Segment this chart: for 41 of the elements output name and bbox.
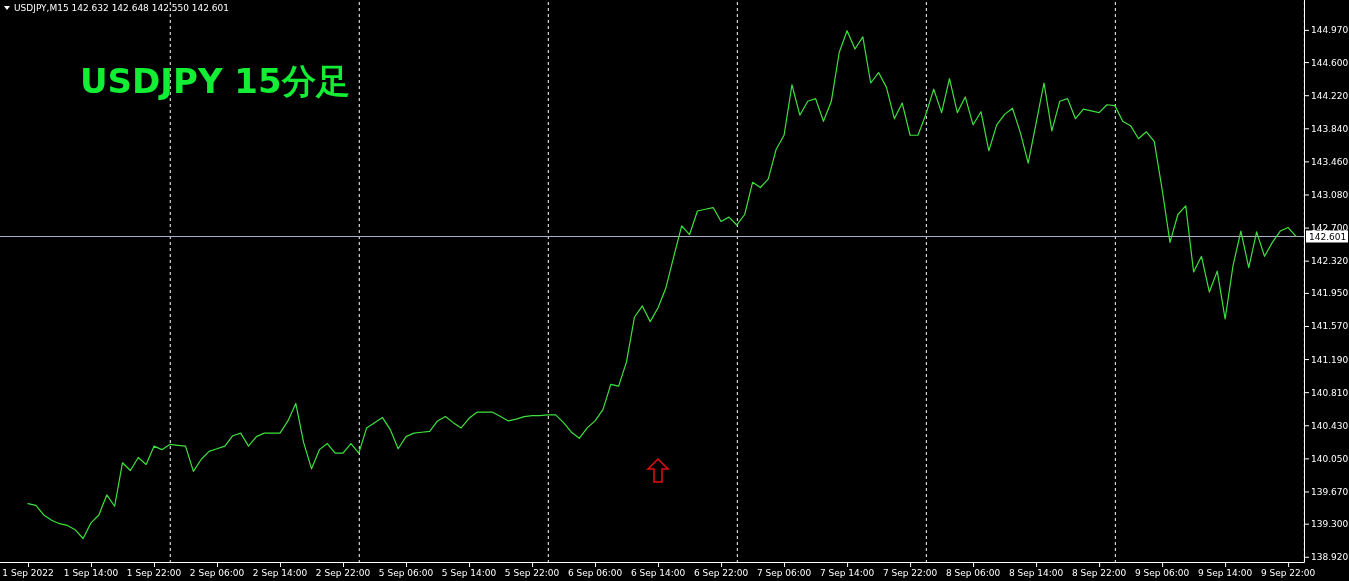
y-tick-label: 143.080 (1311, 189, 1349, 200)
y-tick-label: 141.190 (1311, 354, 1349, 365)
x-tick-label: 1 Sep 14:00 (63, 568, 119, 578)
x-tick-label: 7 Sep 14:00 (819, 568, 875, 578)
y-tick-label: 144.970 (1311, 25, 1349, 36)
y-tick-label: 142.700 (1311, 223, 1349, 234)
x-tick-label: 2 Sep 06:00 (189, 568, 245, 578)
annotation: USDJPY,M15 142.632 142.648 142.550 142.601 (14, 3, 230, 13)
x-tick-label: 8 Sep 06:00 (945, 568, 1001, 578)
x-tick-label: 9 Sep 22:00 (1260, 568, 1316, 578)
y-tick-label: 139.300 (1311, 519, 1349, 530)
y-tick-label: 138.920 (1311, 552, 1349, 563)
ref-line-label: 142.601 (1309, 232, 1347, 242)
x-tick-label: 1 Sep 2022 (2, 568, 54, 578)
text: USDJPY 15分足 (80, 61, 350, 101)
x-tick-label: 5 Sep 22:00 (504, 568, 560, 578)
y-tick-label: 140.810 (1311, 387, 1349, 398)
x-tick-label: 2 Sep 22:00 (315, 568, 371, 578)
y-tick-label: 139.670 (1311, 486, 1349, 497)
y-tick-label: 144.600 (1311, 57, 1349, 68)
x-tick-label: 1 Sep 22:00 (126, 568, 182, 578)
y-tick-label: 140.050 (1311, 453, 1349, 464)
y-tick-label: 143.460 (1311, 156, 1349, 167)
x-tick-label: 7 Sep 06:00 (756, 568, 812, 578)
y-tick-label: 141.570 (1311, 321, 1349, 332)
x-tick-label: 8 Sep 22:00 (1071, 568, 1127, 578)
x-tick-label: 5 Sep 14:00 (441, 568, 497, 578)
x-tick-label: 9 Sep 06:00 (1134, 568, 1190, 578)
x-tick-label: 9 Sep 14:00 (1197, 568, 1253, 578)
x-tick-label: 6 Sep 06:00 (567, 568, 623, 578)
x-tick-label: 6 Sep 14:00 (630, 568, 686, 578)
x-tick-label: 6 Sep 22:00 (693, 568, 749, 578)
y-tick-label: 142.320 (1311, 256, 1349, 267)
y-tick-label: 140.430 (1311, 420, 1349, 431)
x-tick-label: 5 Sep 06:00 (378, 568, 434, 578)
y-tick-label: 141.950 (1311, 288, 1349, 299)
x-tick-label: 7 Sep 22:00 (882, 568, 938, 578)
y-tick-label: 144.220 (1311, 90, 1349, 101)
x-tick-label: 2 Sep 14:00 (252, 568, 308, 578)
y-tick-label: 143.840 (1311, 123, 1349, 134)
x-tick-label: 8 Sep 14:00 (1008, 568, 1064, 578)
